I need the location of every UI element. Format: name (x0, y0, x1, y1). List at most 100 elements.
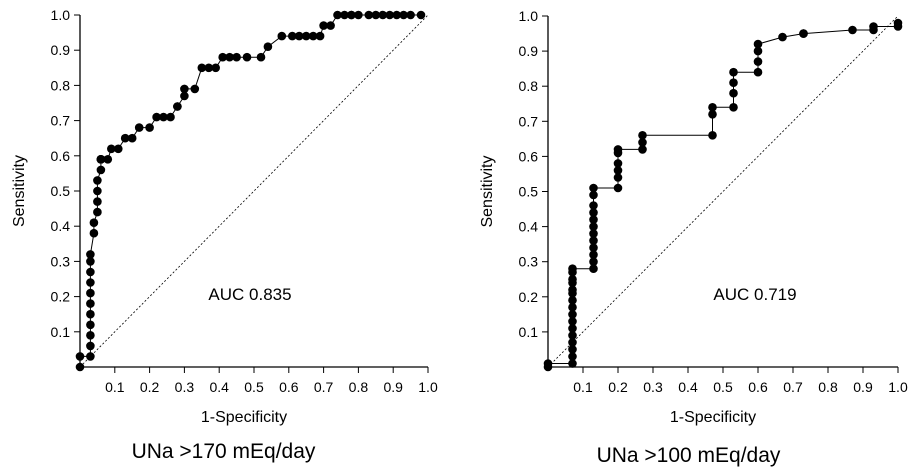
roc-point (180, 91, 189, 101)
x-tick-label: 0.6 (748, 379, 768, 395)
roc-point (729, 67, 738, 77)
roc-point (134, 123, 144, 132)
y-tick-label: 0.4 (51, 218, 71, 234)
roc-point (211, 63, 220, 73)
roc-chart-left: 0.1 0.2 0.3 0.4 0.5 0.6 0.7 0.8 0.9 1.0 0.1 0.2 0.3 0… (11, 7, 438, 463)
y-tick-label: 0.9 (519, 43, 539, 59)
roc-point (166, 112, 175, 122)
x-tick-label: 0.9 (383, 379, 403, 395)
y-tick-label: 0.7 (519, 113, 539, 129)
roc-point (869, 22, 878, 31)
y-tick-label: 0.5 (519, 184, 539, 200)
roc-point (145, 123, 154, 132)
roc-point (93, 176, 102, 185)
x-tick-label: 0.2 (608, 379, 628, 395)
roc-point (568, 296, 577, 305)
x-tick-label: 0.6 (279, 379, 299, 395)
roc-point (613, 183, 623, 193)
x-tick-label: 0.7 (314, 379, 334, 395)
auc-annotation: AUC 0.835 (208, 285, 291, 304)
y-tick-label: 0.1 (519, 324, 539, 340)
roc-point (708, 103, 717, 112)
roc-point (378, 10, 388, 20)
roc-point (753, 67, 763, 77)
x-tick-label: 1.0 (418, 379, 438, 395)
roc-point (589, 222, 598, 231)
roc-point (589, 190, 598, 200)
y-tick-label: 0.8 (519, 78, 539, 94)
roc-point (277, 31, 287, 41)
x-tick-label: 1.0 (888, 379, 908, 395)
roc-point (613, 173, 623, 182)
roc-point (333, 10, 342, 20)
roc-point (729, 88, 738, 98)
roc-point (399, 10, 408, 20)
y-axis-label: Sensitivity (11, 155, 28, 227)
y-tick-label: 0.6 (519, 148, 539, 164)
roc-point (589, 250, 598, 259)
roc-point (86, 257, 95, 266)
y-tick-label: 0.7 (51, 113, 71, 129)
y-tick-label: 0.4 (519, 219, 539, 235)
x-axis-label: 1-Specificity (670, 409, 756, 426)
roc-point (568, 303, 577, 312)
roc-point (778, 32, 787, 42)
roc-point (364, 10, 374, 20)
roc-point (589, 183, 598, 193)
roc-point (347, 10, 356, 20)
roc-point (753, 57, 763, 66)
roc-plot-left: 0.1 0.2 0.3 0.4 0.5 0.6 0.7 0.8 0.9 1.0 0.1 0.2 0.3 0… (11, 7, 438, 426)
roc-point (204, 63, 214, 73)
roc-point (543, 359, 553, 368)
y-tick-label: 0.5 (51, 183, 71, 199)
roc-point (86, 341, 95, 351)
x-tick-label: 0.8 (349, 379, 369, 395)
roc-point (406, 10, 415, 20)
y-tick-label: 0.3 (51, 253, 71, 269)
roc-point (638, 138, 647, 147)
roc-point (638, 131, 647, 140)
roc-point (729, 103, 738, 112)
roc-point (568, 310, 577, 319)
roc-point (568, 331, 577, 340)
roc-point (197, 63, 207, 73)
roc-point (589, 257, 598, 267)
roc-point (371, 10, 381, 20)
x-tick-label: 0.1 (105, 379, 125, 395)
y-tick-label: 0.8 (51, 77, 71, 93)
roc-point (294, 31, 304, 41)
roc-point (753, 46, 763, 56)
x-tick-label: 0.3 (643, 379, 663, 395)
roc-point (263, 42, 273, 51)
roc-point (86, 267, 95, 277)
y-tick-label: 0.6 (51, 148, 71, 164)
roc-point (638, 145, 647, 154)
roc-point (107, 144, 116, 154)
chart-title: UNa >100 mEq/day (596, 444, 781, 467)
roc-point (568, 285, 577, 295)
roc-point (799, 29, 808, 38)
roc-point (114, 144, 123, 154)
x-tick-label: 0.7 (783, 379, 803, 395)
roc-point (568, 338, 577, 347)
roc-point (893, 18, 903, 28)
roc-point (326, 21, 335, 30)
roc-point (86, 278, 95, 287)
y-tick-label: 1.0 (51, 7, 71, 23)
x-tick-label: 0.2 (140, 379, 160, 395)
roc-point (416, 10, 426, 20)
roc-point (589, 236, 598, 245)
x-tick-label: 0.5 (713, 379, 733, 395)
roc-point (152, 112, 161, 122)
reference-diagonal (547, 15, 899, 368)
roc-point (589, 264, 598, 274)
roc-point (589, 201, 598, 210)
roc-point (729, 78, 738, 87)
roc-point (256, 52, 266, 62)
roc-point (589, 229, 598, 238)
roc-point (613, 145, 623, 154)
roc-point (568, 317, 577, 326)
roc-point (86, 331, 95, 340)
roc-point (308, 31, 318, 41)
roc-point (568, 359, 577, 368)
